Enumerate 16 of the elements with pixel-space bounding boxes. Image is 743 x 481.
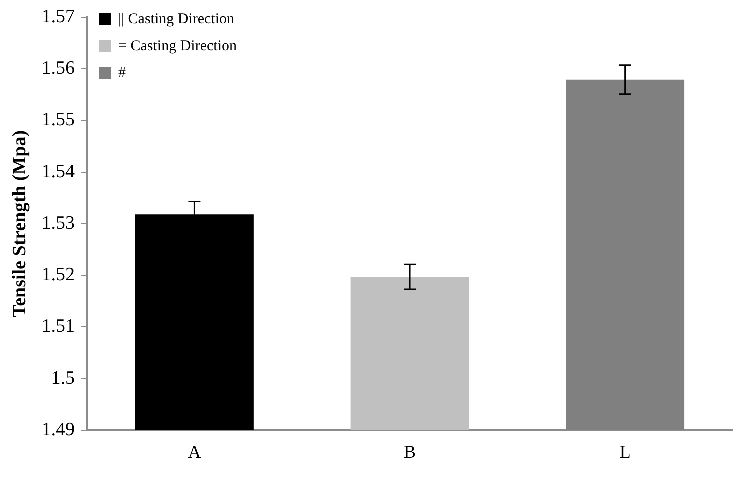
- x-tick-label: L: [620, 442, 631, 462]
- y-tick-label: 1.51: [42, 316, 76, 338]
- y-tick-label: 1.55: [42, 110, 76, 131]
- y-tick-label: 1.5: [51, 368, 76, 389]
- legend-label: #: [118, 65, 127, 82]
- y-axis-title: Tensile Strength (Mpa): [9, 130, 30, 318]
- x-tick-label: B: [404, 442, 416, 462]
- legend-label: || Casting Direction: [118, 11, 236, 28]
- y-tick-label: 1.57: [42, 6, 76, 28]
- x-tick-label: A: [188, 442, 202, 462]
- legend-label: = Casting Direction: [118, 38, 238, 54]
- y-tick-label: 1.52: [42, 264, 76, 286]
- y-tick-label: 1.49: [42, 419, 76, 440]
- y-tick-label: 1.56: [42, 58, 76, 80]
- y-tick-label: 1.54: [42, 161, 76, 182]
- y-tick-label: 1.53: [42, 212, 76, 234]
